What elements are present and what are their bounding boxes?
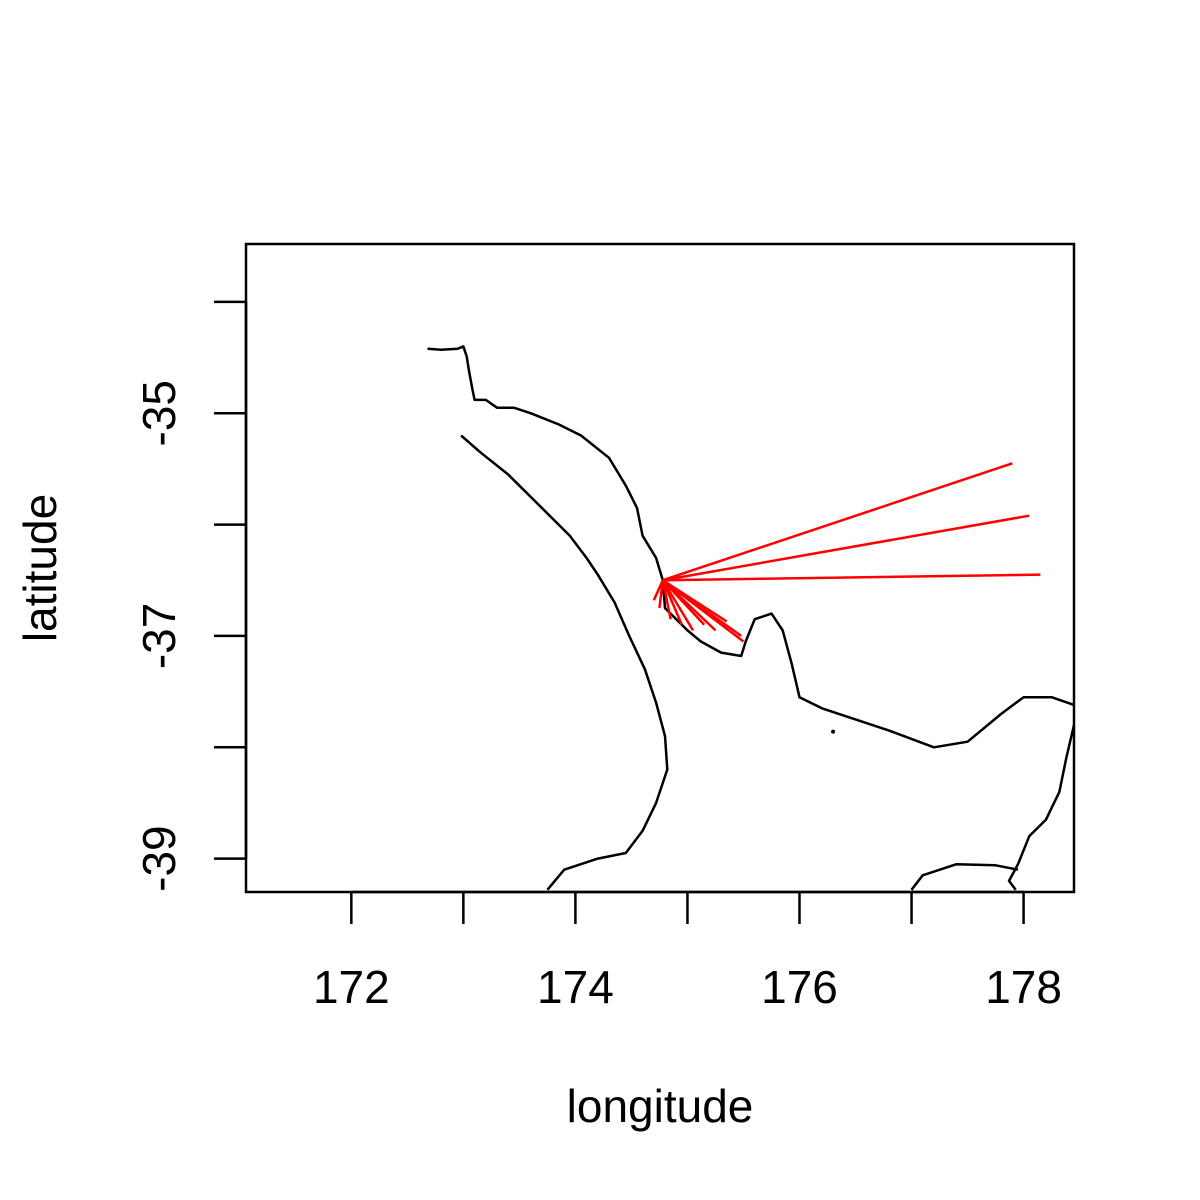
x-axis: 172 174 176 178	[313, 890, 1062, 1013]
x-tick-label: 178	[985, 961, 1062, 1013]
coastline-3	[460, 434, 669, 891]
coastline-2	[1007, 724, 1076, 891]
island-1	[831, 729, 836, 734]
segment-8	[661, 579, 695, 631]
x-tick-label: 172	[313, 961, 390, 1013]
x-tick-label: 176	[761, 961, 838, 1013]
segment-2	[662, 514, 1030, 582]
y-tick-label: -39	[133, 825, 185, 891]
segment-5	[658, 580, 665, 609]
x-tick-label: 174	[537, 961, 614, 1013]
segment-13	[662, 579, 745, 643]
coastline-1	[427, 345, 1075, 749]
segment-10	[661, 579, 717, 632]
line-segment-layer	[652, 462, 1041, 643]
coastline-layer	[427, 345, 1076, 891]
segment-1	[662, 462, 1013, 582]
segment-3	[662, 573, 1041, 582]
x-axis-title: longitude	[567, 1080, 754, 1132]
y-tick-label: -37	[133, 603, 185, 669]
coastline-4	[910, 862, 1019, 891]
segment-6	[661, 580, 672, 620]
y-axis-title: latitude	[14, 494, 66, 642]
y-tick-label: -35	[133, 380, 185, 446]
y-axis: -35 -37 -39	[133, 300, 248, 892]
